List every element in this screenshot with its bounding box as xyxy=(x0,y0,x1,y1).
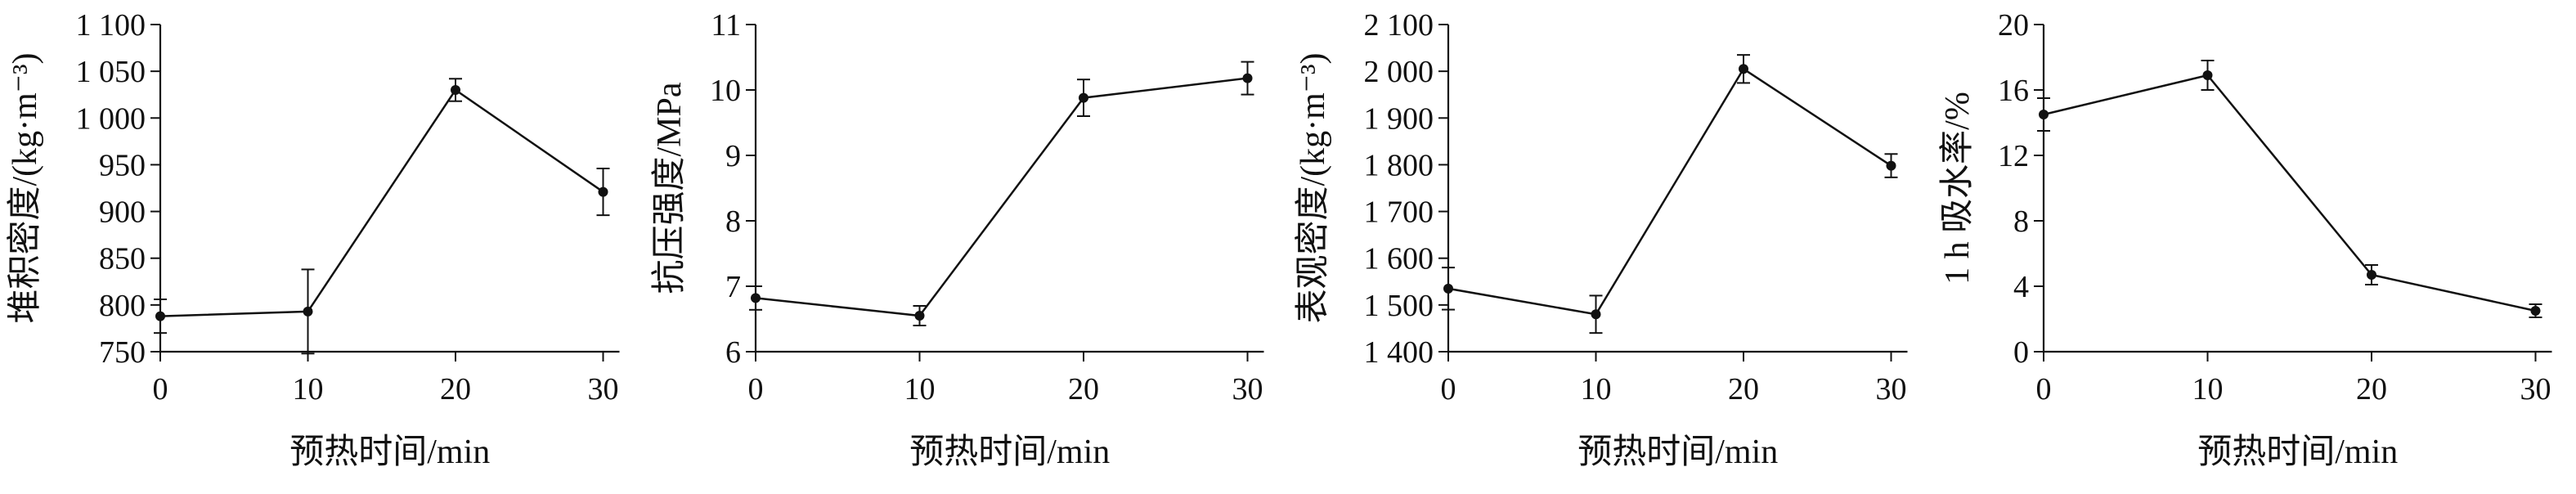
data-point xyxy=(1739,64,1748,74)
data-point xyxy=(155,311,165,321)
y-axis-label: 表观密度/(kg·m⁻³) xyxy=(1294,52,1332,323)
data-line xyxy=(755,77,1248,317)
y-axis-label: 堆积密度/(kg·m⁻³) xyxy=(6,52,44,323)
y-tick-label: 4 xyxy=(2013,270,2029,304)
y-axis-label: 1 h 吸水率/% xyxy=(1938,92,1977,285)
data-point xyxy=(750,293,761,303)
y-tick-label: 20 xyxy=(1998,8,2029,43)
y-tick-label: 1 800 xyxy=(1364,148,1434,182)
y-tick-label: 1 000 xyxy=(76,101,146,136)
data-point xyxy=(303,306,313,317)
y-tick-label: 850 xyxy=(99,242,146,276)
x-tick-label: 30 xyxy=(1232,372,1263,406)
y-tick-label: 10 xyxy=(710,74,741,108)
data-point xyxy=(1443,283,1453,294)
chart-svg-apparent-density: 1 400 1 500 1 600 1 700 1 800 1 900 2 000 2 100… xyxy=(1294,8,1908,471)
y-axis-label: 抗压强度/MPa xyxy=(650,82,689,294)
chart-panel-bulk-density: 750 800 850 900 950 1 000 1 050 1 100 0 10 20 30 预热时… xyxy=(0,0,644,494)
y-tick-label: 950 xyxy=(99,148,146,182)
y-tick-label: 2 000 xyxy=(1364,55,1434,89)
data-point xyxy=(2530,306,2540,316)
data-point xyxy=(2366,270,2376,280)
x-axis-label: 预热时间/min xyxy=(2197,433,2398,471)
y-tick-label: 1 900 xyxy=(1364,101,1434,136)
y-tick-label: 7 xyxy=(725,270,741,304)
data-line xyxy=(1447,67,1892,316)
y-tick-label: 1 700 xyxy=(1364,195,1434,230)
x-tick-label: 20 xyxy=(1728,372,1759,406)
x-tick-label: 20 xyxy=(440,372,471,406)
chart-panel-water-absorption: 0 4 8 12 16 20 0 10 20 30 预热时间/min 1 h 吸水率/% xyxy=(1932,0,2576,494)
chart-svg-compressive-strength: 6 7 8 9 10 11 0 10 20 30 预热时间/min 抗压强度/MPa xyxy=(650,8,1263,471)
axis-frame xyxy=(1447,25,1908,353)
x-axis-label: 预热时间/min xyxy=(1577,433,1778,471)
y-tick-label: 1 050 xyxy=(76,55,146,89)
y-tick-label: 6 xyxy=(725,335,741,370)
x-tick-label: 0 xyxy=(153,372,168,406)
y-tick-label: 12 xyxy=(1998,139,2029,173)
y-tick-label: 1 400 xyxy=(1364,335,1434,370)
y-tick-label: 0 xyxy=(2013,335,2029,370)
data-line xyxy=(159,88,604,317)
y-tick-label: 800 xyxy=(99,289,146,323)
y-tick-label: 9 xyxy=(725,139,741,173)
data-point xyxy=(2202,70,2212,80)
data-point xyxy=(914,311,924,321)
data-point xyxy=(1591,309,1601,320)
chart-panel-compressive-strength: 6 7 8 9 10 11 0 10 20 30 预热时间/min 抗压强度/MPa xyxy=(644,0,1289,494)
axis-frame xyxy=(2042,25,2551,353)
y-tick-label: 11 xyxy=(711,8,741,43)
y-tick-label: 2 100 xyxy=(1364,8,1434,43)
data-line xyxy=(2043,74,2536,312)
x-axis-label: 预热时间/min xyxy=(289,433,490,471)
data-point xyxy=(598,186,608,197)
x-tick-label: 20 xyxy=(1068,372,1099,406)
y-tick-label: 1 500 xyxy=(1364,289,1434,323)
chart-svg-water-absorption: 0 4 8 12 16 20 0 10 20 30 预热时间/min 1 h 吸水率/% xyxy=(1938,8,2551,471)
x-axis-label: 预热时间/min xyxy=(909,433,1110,471)
data-point xyxy=(1886,160,1896,171)
y-tick-label: 8 xyxy=(725,204,741,239)
axis-frame xyxy=(754,25,1263,353)
x-tick-label: 10 xyxy=(2192,372,2223,406)
y-tick-label: 1 100 xyxy=(76,8,146,43)
x-tick-label: 0 xyxy=(2035,372,2051,406)
data-point xyxy=(1078,92,1088,103)
chart-panel-apparent-density: 1 400 1 500 1 600 1 700 1 800 1 900 2 000 2 100… xyxy=(1288,0,1932,494)
data-point xyxy=(1242,73,1252,83)
x-tick-label: 10 xyxy=(904,372,935,406)
x-tick-label: 10 xyxy=(1581,372,1612,406)
x-tick-label: 30 xyxy=(588,372,619,406)
y-tick-label: 8 xyxy=(2013,204,2029,239)
y-tick-label: 16 xyxy=(1998,74,2029,108)
x-tick-label: 30 xyxy=(1876,372,1907,406)
y-tick-label: 750 xyxy=(99,335,146,370)
y-tick-label: 1 600 xyxy=(1364,242,1434,276)
x-tick-label: 20 xyxy=(2356,372,2387,406)
x-tick-label: 0 xyxy=(1441,372,1456,406)
x-tick-label: 0 xyxy=(747,372,763,406)
y-tick-label: 900 xyxy=(99,195,146,230)
data-point xyxy=(2038,110,2049,119)
x-tick-label: 30 xyxy=(2520,372,2551,406)
data-point xyxy=(451,85,460,95)
x-tick-label: 10 xyxy=(293,372,324,406)
